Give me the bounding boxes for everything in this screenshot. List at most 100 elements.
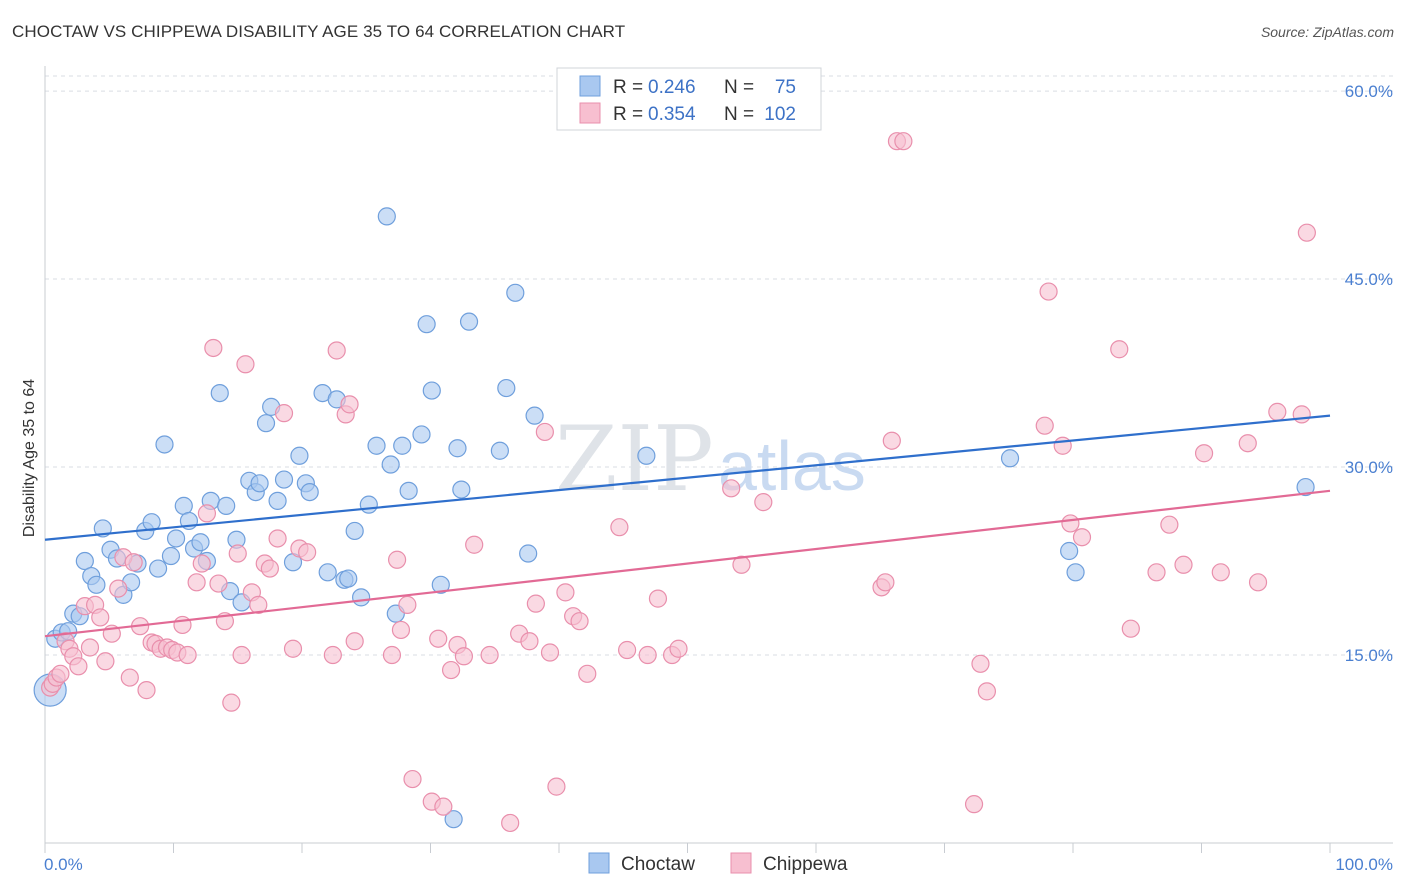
chippewa-point (382, 645, 402, 665)
chippewa-point (501, 813, 520, 833)
choctaw-point (268, 491, 287, 510)
choctaw-point (352, 588, 371, 607)
chippewa-point (345, 632, 364, 651)
chippewa-point (1292, 405, 1311, 424)
choctaw-point (217, 496, 236, 515)
choctaw-point (300, 482, 319, 502)
chippewa-point (192, 554, 211, 573)
chippewa-point (249, 595, 268, 614)
chippewa-point (1248, 573, 1268, 592)
watermark: ZIP atlas (555, 407, 866, 512)
chippewa-point (964, 795, 984, 814)
chippewa-point (618, 640, 637, 660)
chippewa-points (41, 132, 1316, 833)
chippewa-point (535, 422, 554, 442)
chippewa-point (187, 573, 206, 592)
chippewa-point (340, 395, 359, 414)
choctaw-point (75, 551, 94, 571)
choctaw-point (1060, 541, 1079, 561)
legend-swatch-chippewa (579, 102, 601, 124)
chippewa-point (1297, 223, 1316, 242)
choctaw-point (345, 521, 364, 541)
chippewa-point (465, 535, 484, 554)
chippewa-point (327, 341, 346, 360)
chippewa-point (540, 643, 560, 662)
x-tick-label-max: 100.0% (1335, 855, 1393, 874)
choctaw-point (490, 441, 509, 460)
choctaw-point (191, 533, 210, 552)
source-label: Source: ZipAtlas.com (1260, 24, 1394, 40)
choctaw-point (367, 436, 386, 455)
chippewa-point (1061, 514, 1080, 533)
chippewa-point (434, 797, 453, 816)
chippewa-point (977, 682, 997, 701)
choctaw-point (339, 569, 358, 588)
choctaw-point (161, 546, 181, 566)
axes (44, 66, 1393, 853)
legend-n-label-choctaw: N = (724, 77, 754, 98)
chippewa-point (441, 660, 461, 680)
legend-swatch-choctaw (579, 75, 601, 97)
choctaw-point (1000, 449, 1020, 468)
choctaw-point (422, 381, 441, 400)
choctaw-points (33, 207, 1315, 829)
chippewa-point (480, 645, 499, 665)
choctaw-point (497, 378, 516, 398)
chippewa-point (894, 132, 913, 151)
watermark-zip: ZIP (555, 407, 714, 512)
choctaw-point (399, 481, 418, 500)
chippewa-point (547, 777, 566, 796)
legend-n-value-chippewa: 102 (764, 104, 796, 125)
chippewa-point (403, 769, 422, 789)
choctaw-point (452, 480, 471, 499)
bottom-legend-swatch-chippewa (730, 852, 752, 874)
chippewa-point (1039, 282, 1058, 301)
bottom-legend-label-chippewa: Chippewa (763, 854, 848, 875)
chippewa-point (578, 664, 597, 683)
legend-r-value-choctaw: 0.246 (648, 77, 696, 98)
chippewa-point (1072, 528, 1092, 547)
choctaw-point (431, 575, 450, 594)
chippewa-point (520, 632, 539, 651)
chippewa-point (971, 654, 990, 673)
chippewa-point (526, 594, 545, 613)
chippewa-point (610, 518, 629, 537)
choctaw-point (148, 559, 168, 578)
chippewa-point (178, 645, 197, 665)
trendlines (44, 414, 1331, 638)
choctaw-point (417, 315, 436, 334)
chippewa-point (260, 559, 279, 578)
choctaw-point (359, 495, 378, 514)
choctaw-point (318, 563, 337, 582)
bottom-legend-label-choctaw: Choctaw (621, 854, 695, 875)
chart-title: CHOCTAW VS CHIPPEWA DISABILITY AGE 35 TO… (12, 22, 626, 41)
y-tick-labels: 15.0% 30.0% 45.0% 60.0% (1345, 82, 1393, 665)
watermark-atlas: atlas (718, 427, 866, 505)
choctaw-point (459, 312, 479, 331)
choctaw-point (87, 575, 106, 594)
chippewa-point (876, 573, 895, 592)
choctaw-point (381, 455, 400, 474)
chippewa-point (1238, 434, 1257, 453)
choctaw-trendline (44, 414, 1331, 541)
chippewa-point (323, 645, 342, 665)
choctaw-point (290, 446, 309, 465)
chippewa-point (1174, 555, 1193, 574)
choctaw-point (637, 446, 656, 465)
chippewa-point (1268, 402, 1287, 421)
choctaw-point (506, 283, 525, 302)
chippewa-point (1160, 515, 1179, 534)
chippewa-point (556, 583, 575, 602)
bottom-legend-swatch-choctaw (588, 852, 610, 874)
chippewa-point (429, 629, 448, 648)
choctaw-point (377, 207, 396, 226)
choctaw-point (166, 529, 186, 548)
chippewa-point (51, 664, 70, 683)
chippewa-point (137, 681, 156, 700)
chippewa-point (124, 553, 143, 572)
chippewa-point (209, 574, 228, 593)
chippewa-point (1110, 340, 1129, 359)
chippewa-point (1211, 563, 1230, 582)
chippewa-point (232, 645, 251, 665)
